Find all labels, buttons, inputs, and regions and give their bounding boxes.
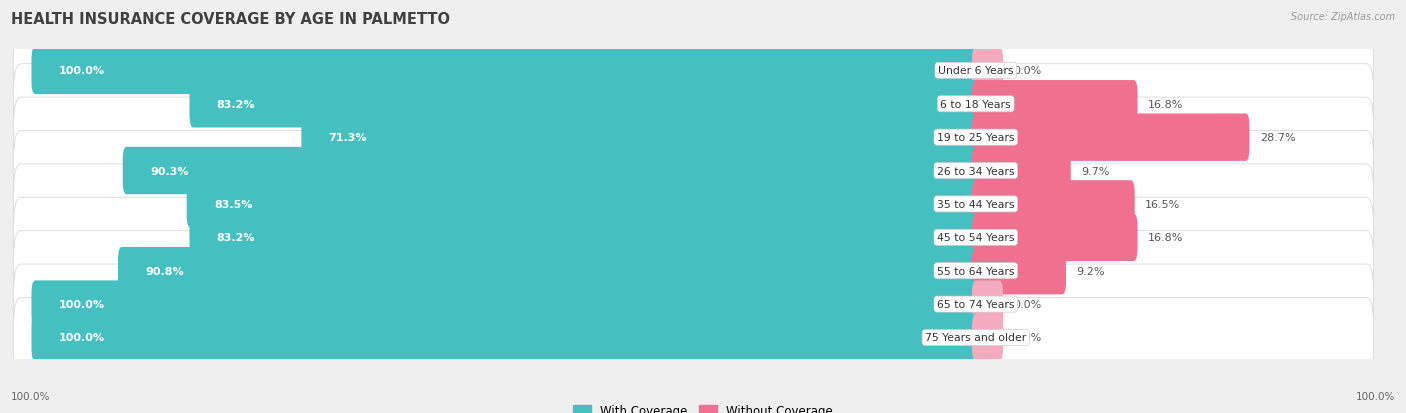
Text: 0.0%: 0.0% — [1014, 66, 1042, 76]
Text: 28.7%: 28.7% — [1260, 133, 1295, 143]
FancyBboxPatch shape — [187, 181, 980, 228]
FancyBboxPatch shape — [14, 298, 1374, 377]
Text: 100.0%: 100.0% — [11, 391, 51, 401]
FancyBboxPatch shape — [972, 247, 1066, 295]
FancyBboxPatch shape — [14, 264, 1374, 344]
Text: HEALTH INSURANCE COVERAGE BY AGE IN PALMETTO: HEALTH INSURANCE COVERAGE BY AGE IN PALM… — [11, 12, 450, 27]
FancyBboxPatch shape — [14, 231, 1374, 311]
FancyBboxPatch shape — [14, 98, 1374, 178]
Text: 35 to 44 Years: 35 to 44 Years — [936, 199, 1015, 209]
Text: 100.0%: 100.0% — [1355, 391, 1395, 401]
Text: 90.8%: 90.8% — [145, 266, 184, 276]
Text: Source: ZipAtlas.com: Source: ZipAtlas.com — [1291, 12, 1395, 22]
Text: 83.2%: 83.2% — [217, 233, 256, 243]
FancyBboxPatch shape — [972, 47, 1002, 95]
Text: 19 to 25 Years: 19 to 25 Years — [936, 133, 1015, 143]
Text: 26 to 34 Years: 26 to 34 Years — [936, 166, 1015, 176]
Text: 83.2%: 83.2% — [217, 100, 256, 109]
Text: 9.2%: 9.2% — [1077, 266, 1105, 276]
FancyBboxPatch shape — [190, 81, 980, 128]
Text: 6 to 18 Years: 6 to 18 Years — [941, 100, 1011, 109]
FancyBboxPatch shape — [14, 64, 1374, 145]
Text: 71.3%: 71.3% — [329, 133, 367, 143]
Text: 16.5%: 16.5% — [1144, 199, 1180, 209]
Text: 83.5%: 83.5% — [214, 199, 252, 209]
FancyBboxPatch shape — [972, 281, 1002, 328]
Text: 100.0%: 100.0% — [59, 333, 105, 343]
FancyBboxPatch shape — [14, 31, 1374, 111]
FancyBboxPatch shape — [190, 214, 980, 261]
Text: 0.0%: 0.0% — [1014, 333, 1042, 343]
FancyBboxPatch shape — [972, 147, 1071, 195]
FancyBboxPatch shape — [972, 114, 1250, 161]
FancyBboxPatch shape — [972, 81, 1137, 128]
Text: 16.8%: 16.8% — [1147, 233, 1184, 243]
FancyBboxPatch shape — [31, 47, 980, 95]
Text: 65 to 74 Years: 65 to 74 Years — [936, 299, 1015, 309]
Text: 9.7%: 9.7% — [1081, 166, 1109, 176]
Text: 75 Years and older: 75 Years and older — [925, 333, 1026, 343]
FancyBboxPatch shape — [31, 281, 980, 328]
Text: 55 to 64 Years: 55 to 64 Years — [936, 266, 1015, 276]
FancyBboxPatch shape — [14, 131, 1374, 211]
Text: 0.0%: 0.0% — [1014, 299, 1042, 309]
FancyBboxPatch shape — [122, 147, 980, 195]
Text: 100.0%: 100.0% — [59, 66, 105, 76]
Text: Under 6 Years: Under 6 Years — [938, 66, 1014, 76]
Text: 100.0%: 100.0% — [59, 299, 105, 309]
Text: 90.3%: 90.3% — [150, 166, 188, 176]
FancyBboxPatch shape — [31, 314, 980, 361]
FancyBboxPatch shape — [972, 181, 1135, 228]
Text: 45 to 54 Years: 45 to 54 Years — [936, 233, 1015, 243]
FancyBboxPatch shape — [14, 164, 1374, 244]
FancyBboxPatch shape — [972, 214, 1137, 261]
FancyBboxPatch shape — [14, 198, 1374, 278]
FancyBboxPatch shape — [301, 114, 980, 161]
Text: 16.8%: 16.8% — [1147, 100, 1184, 109]
Legend: With Coverage, Without Coverage: With Coverage, Without Coverage — [568, 399, 838, 413]
FancyBboxPatch shape — [972, 314, 1002, 361]
FancyBboxPatch shape — [118, 247, 980, 295]
